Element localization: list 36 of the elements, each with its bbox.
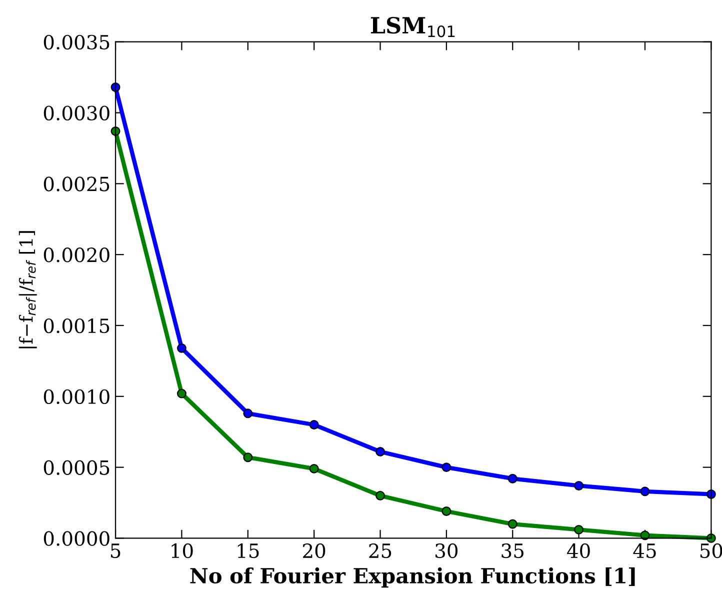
x-tick-label: 20 xyxy=(303,543,326,558)
point xyxy=(574,524,584,534)
point xyxy=(309,464,319,474)
point xyxy=(574,481,584,490)
point xyxy=(176,388,186,398)
y-tick-label: 0.0015 xyxy=(44,318,110,334)
y-tick-label: 0.0010 xyxy=(44,389,110,404)
point xyxy=(243,408,253,418)
x-tick-label: 15 xyxy=(238,543,259,558)
point xyxy=(176,343,186,353)
point xyxy=(508,474,518,484)
point xyxy=(376,490,385,500)
y-tick-label: 0.0005 xyxy=(44,460,110,475)
x-tick-label: 35 xyxy=(502,543,524,558)
point xyxy=(376,446,385,456)
x-tick-label: 45 xyxy=(633,543,656,558)
y-tick-label: 0.0030 xyxy=(44,106,110,120)
x-tick-label: 5 xyxy=(110,544,120,558)
y-tick-label: 0.0025 xyxy=(44,176,110,192)
y-tick-label: 0.0035 xyxy=(44,34,110,50)
point xyxy=(508,519,518,529)
point xyxy=(442,506,452,516)
y-tick-label: 0.0020 xyxy=(44,248,110,262)
x-tick-label: 30 xyxy=(436,543,458,558)
point xyxy=(442,462,452,472)
point xyxy=(309,420,319,430)
point xyxy=(640,486,650,496)
x-tick-label: 25 xyxy=(369,543,392,558)
x-tick-label: 40 xyxy=(567,543,590,558)
x-tick-label: 50 xyxy=(700,543,722,558)
y-tick-label: 0.0000 xyxy=(44,531,110,546)
x-axis-title: No of Fourier Expansion Functions [1] xyxy=(190,567,635,588)
point xyxy=(243,452,253,462)
chart-title: LSM$_{101}$ xyxy=(370,16,455,38)
x-tick-label: 10 xyxy=(172,543,193,558)
y-axis-title: |f−f$_{ref}$|/f$_{ref}$ [1] xyxy=(18,231,37,348)
